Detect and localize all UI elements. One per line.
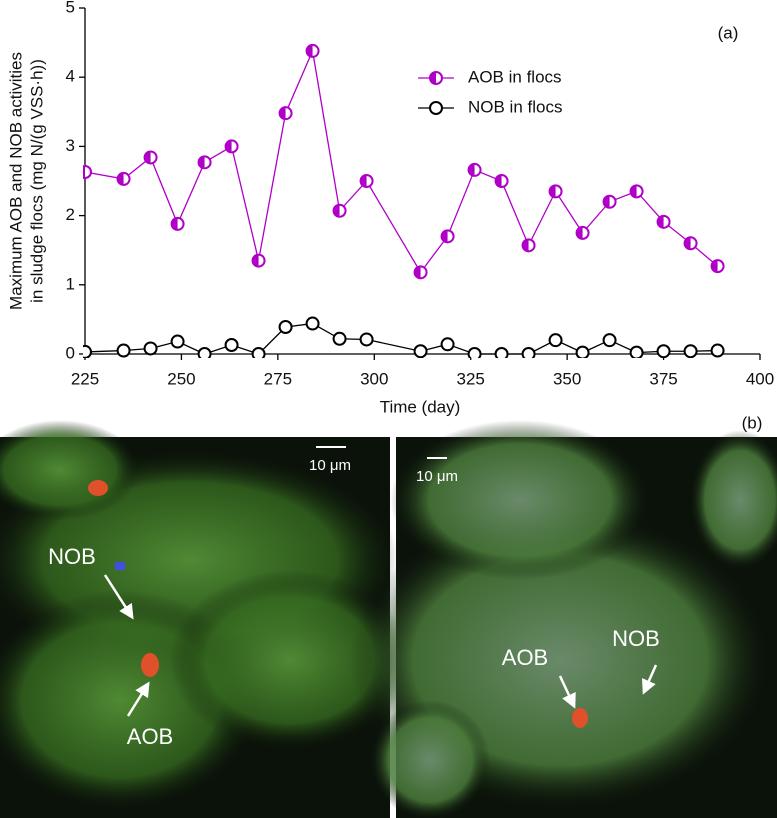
y-tick-label: 2 — [66, 205, 75, 224]
x-tick-label: 300 — [360, 369, 388, 388]
marker-fill — [414, 266, 421, 279]
x-tick-label: 325 — [457, 369, 485, 388]
point — [413, 344, 428, 358]
marker-fill — [468, 163, 475, 176]
x-tick-label: 250 — [167, 369, 195, 388]
point — [332, 331, 347, 346]
series-line — [84, 48, 718, 274]
x-tick-label: 400 — [746, 369, 774, 388]
point — [116, 343, 131, 358]
marker-fill — [306, 44, 313, 57]
marker-fill — [495, 175, 502, 187]
marker-fill — [279, 107, 286, 120]
marker-fill — [171, 217, 178, 230]
point — [629, 345, 644, 358]
panel-label: (b) — [742, 413, 763, 432]
point — [548, 333, 563, 348]
plot-area — [83, 43, 725, 358]
point — [521, 347, 536, 358]
y-tick-label: 3 — [66, 136, 75, 155]
marker-fill — [711, 260, 718, 273]
scale-bar: 10 μm — [309, 457, 351, 474]
marker-fill — [252, 254, 259, 267]
point — [83, 344, 92, 358]
x-axis-label: Time (day) — [380, 397, 461, 416]
annotation: AOB — [127, 724, 173, 749]
marker-fill — [657, 215, 664, 228]
point — [305, 316, 320, 331]
marker-fill — [225, 140, 232, 153]
point — [602, 333, 617, 348]
marker-fill — [117, 172, 124, 185]
marker-fill — [630, 185, 637, 198]
point — [467, 347, 482, 358]
point — [656, 344, 671, 358]
point — [278, 320, 293, 335]
scale-bar: 10 μm — [416, 468, 458, 485]
legend: AOB in flocs NOB in flocs — [418, 67, 562, 116]
annotation: AOB — [502, 645, 548, 670]
point — [710, 343, 725, 358]
point — [170, 334, 185, 349]
marker-fill — [198, 156, 205, 169]
micrographs: (b) 10 μm 10 μm NOB AOB AOB NOB — [0, 413, 777, 818]
point — [440, 337, 455, 352]
marker-fill — [430, 72, 436, 84]
marker-fill — [522, 239, 529, 252]
x-tick-label: 225 — [71, 369, 99, 388]
point — [251, 347, 266, 358]
annotation: NOB — [612, 626, 660, 651]
marker-fill — [684, 237, 691, 250]
line-chart: (a) Time (day) Maximum AOB and NOB activ… — [6, 0, 774, 416]
marker-fill — [144, 151, 151, 164]
legend-label: NOB in flocs — [468, 97, 562, 116]
y-tick-label: 1 — [66, 274, 75, 293]
point — [429, 101, 443, 115]
point — [224, 338, 239, 353]
point — [494, 347, 509, 358]
legend-label: AOB in flocs — [468, 67, 562, 86]
x-tick-label: 350 — [553, 369, 581, 388]
point — [197, 347, 212, 358]
point — [359, 332, 374, 347]
y-tick-label: 5 — [66, 0, 75, 16]
marker-fill — [360, 175, 367, 187]
point — [143, 341, 158, 356]
x-tick-label: 375 — [649, 369, 677, 388]
marker-fill — [603, 195, 610, 208]
marker-fill — [576, 226, 583, 239]
point — [683, 344, 698, 358]
annotation: NOB — [48, 544, 96, 569]
marker-fill — [549, 185, 556, 198]
marker-fill — [441, 230, 448, 243]
y-tick-label: 4 — [66, 67, 75, 86]
y-axis-label: Maximum AOB and NOB activities — [6, 52, 25, 310]
point — [575, 345, 590, 358]
marker-fill — [333, 204, 340, 217]
y-tick-label: 0 — [66, 343, 75, 362]
panel-label: (a) — [718, 23, 739, 42]
y-axis-label: in sludge flocs (mg N/(g VSS·h)) — [27, 59, 46, 303]
marker-fill — [83, 166, 85, 179]
x-tick-label: 275 — [264, 369, 292, 388]
